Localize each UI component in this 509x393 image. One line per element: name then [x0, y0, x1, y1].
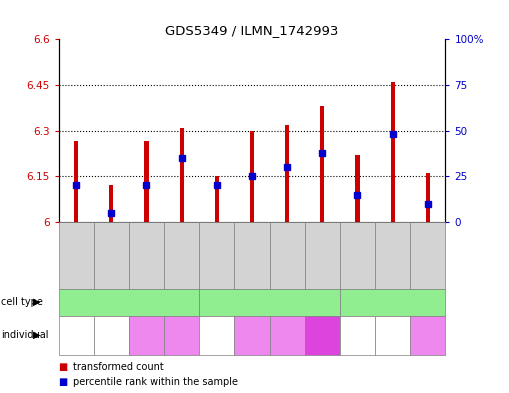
- Text: X239: X239: [173, 341, 190, 347]
- Text: donor:: donor:: [382, 323, 404, 330]
- Bar: [250, 130, 254, 222]
- Text: donor:: donor:: [171, 323, 192, 330]
- Text: donor:: donor:: [206, 323, 228, 330]
- Bar: [355, 155, 359, 222]
- Text: ▶: ▶: [34, 330, 41, 340]
- Text: X221: X221: [103, 341, 120, 347]
- Text: GSM1471636: GSM1471636: [318, 230, 327, 281]
- Text: GSM1471632: GSM1471632: [177, 230, 186, 281]
- Text: cell type: cell type: [1, 297, 43, 307]
- Bar: [215, 176, 219, 222]
- Text: ▶: ▶: [34, 297, 41, 307]
- Text: donor:: donor:: [135, 323, 157, 330]
- Text: GSM1471634: GSM1471634: [212, 230, 221, 281]
- Text: donor:: donor:: [312, 323, 333, 330]
- Text: ■: ■: [59, 377, 71, 387]
- Bar: [285, 125, 289, 222]
- Text: GSM1471639: GSM1471639: [423, 230, 432, 281]
- Text: donor:: donor:: [241, 323, 263, 330]
- Text: GSM1471637: GSM1471637: [353, 230, 362, 281]
- Text: X231: X231: [243, 341, 261, 347]
- Title: GDS5349 / ILMN_1742993: GDS5349 / ILMN_1742993: [165, 24, 338, 37]
- Text: individual: individual: [1, 330, 48, 340]
- Bar: [180, 128, 184, 222]
- Text: Macrophages: Macrophages: [239, 298, 300, 307]
- Text: Langerhans cells: Langerhans cells: [354, 298, 431, 307]
- Text: GSM1471630: GSM1471630: [107, 230, 116, 281]
- Text: X221: X221: [208, 341, 225, 347]
- Text: GSM1471631: GSM1471631: [142, 230, 151, 281]
- Text: X312: X312: [314, 341, 331, 347]
- Text: donor:: donor:: [100, 323, 122, 330]
- Bar: [390, 82, 395, 222]
- Text: GSM1471635: GSM1471635: [247, 230, 257, 281]
- Text: donor:: donor:: [417, 323, 439, 330]
- Bar: [145, 141, 149, 222]
- Text: percentile rank within the sample: percentile rank within the sample: [73, 377, 238, 387]
- Bar: [320, 106, 324, 222]
- Text: X231: X231: [138, 341, 155, 347]
- Text: ■: ■: [59, 362, 71, 372]
- Text: GSM1471633: GSM1471633: [282, 230, 292, 281]
- Text: donor:: donor:: [65, 323, 87, 330]
- Text: GSM1471638: GSM1471638: [388, 230, 397, 281]
- Text: X213: X213: [68, 341, 84, 347]
- Text: X218: X218: [278, 341, 296, 347]
- Text: transformed count: transformed count: [73, 362, 163, 372]
- Text: CD14+ dendritic cells: CD14+ dendritic cells: [79, 298, 178, 307]
- Bar: [74, 141, 78, 222]
- Text: X239: X239: [419, 341, 436, 347]
- Text: donor:: donor:: [347, 323, 369, 330]
- Text: GSM1471629: GSM1471629: [72, 230, 80, 281]
- Bar: [426, 173, 430, 222]
- Text: X231: X231: [384, 341, 401, 347]
- Bar: [109, 185, 114, 222]
- Text: X221: X221: [349, 341, 366, 347]
- Text: donor:: donor:: [276, 323, 298, 330]
